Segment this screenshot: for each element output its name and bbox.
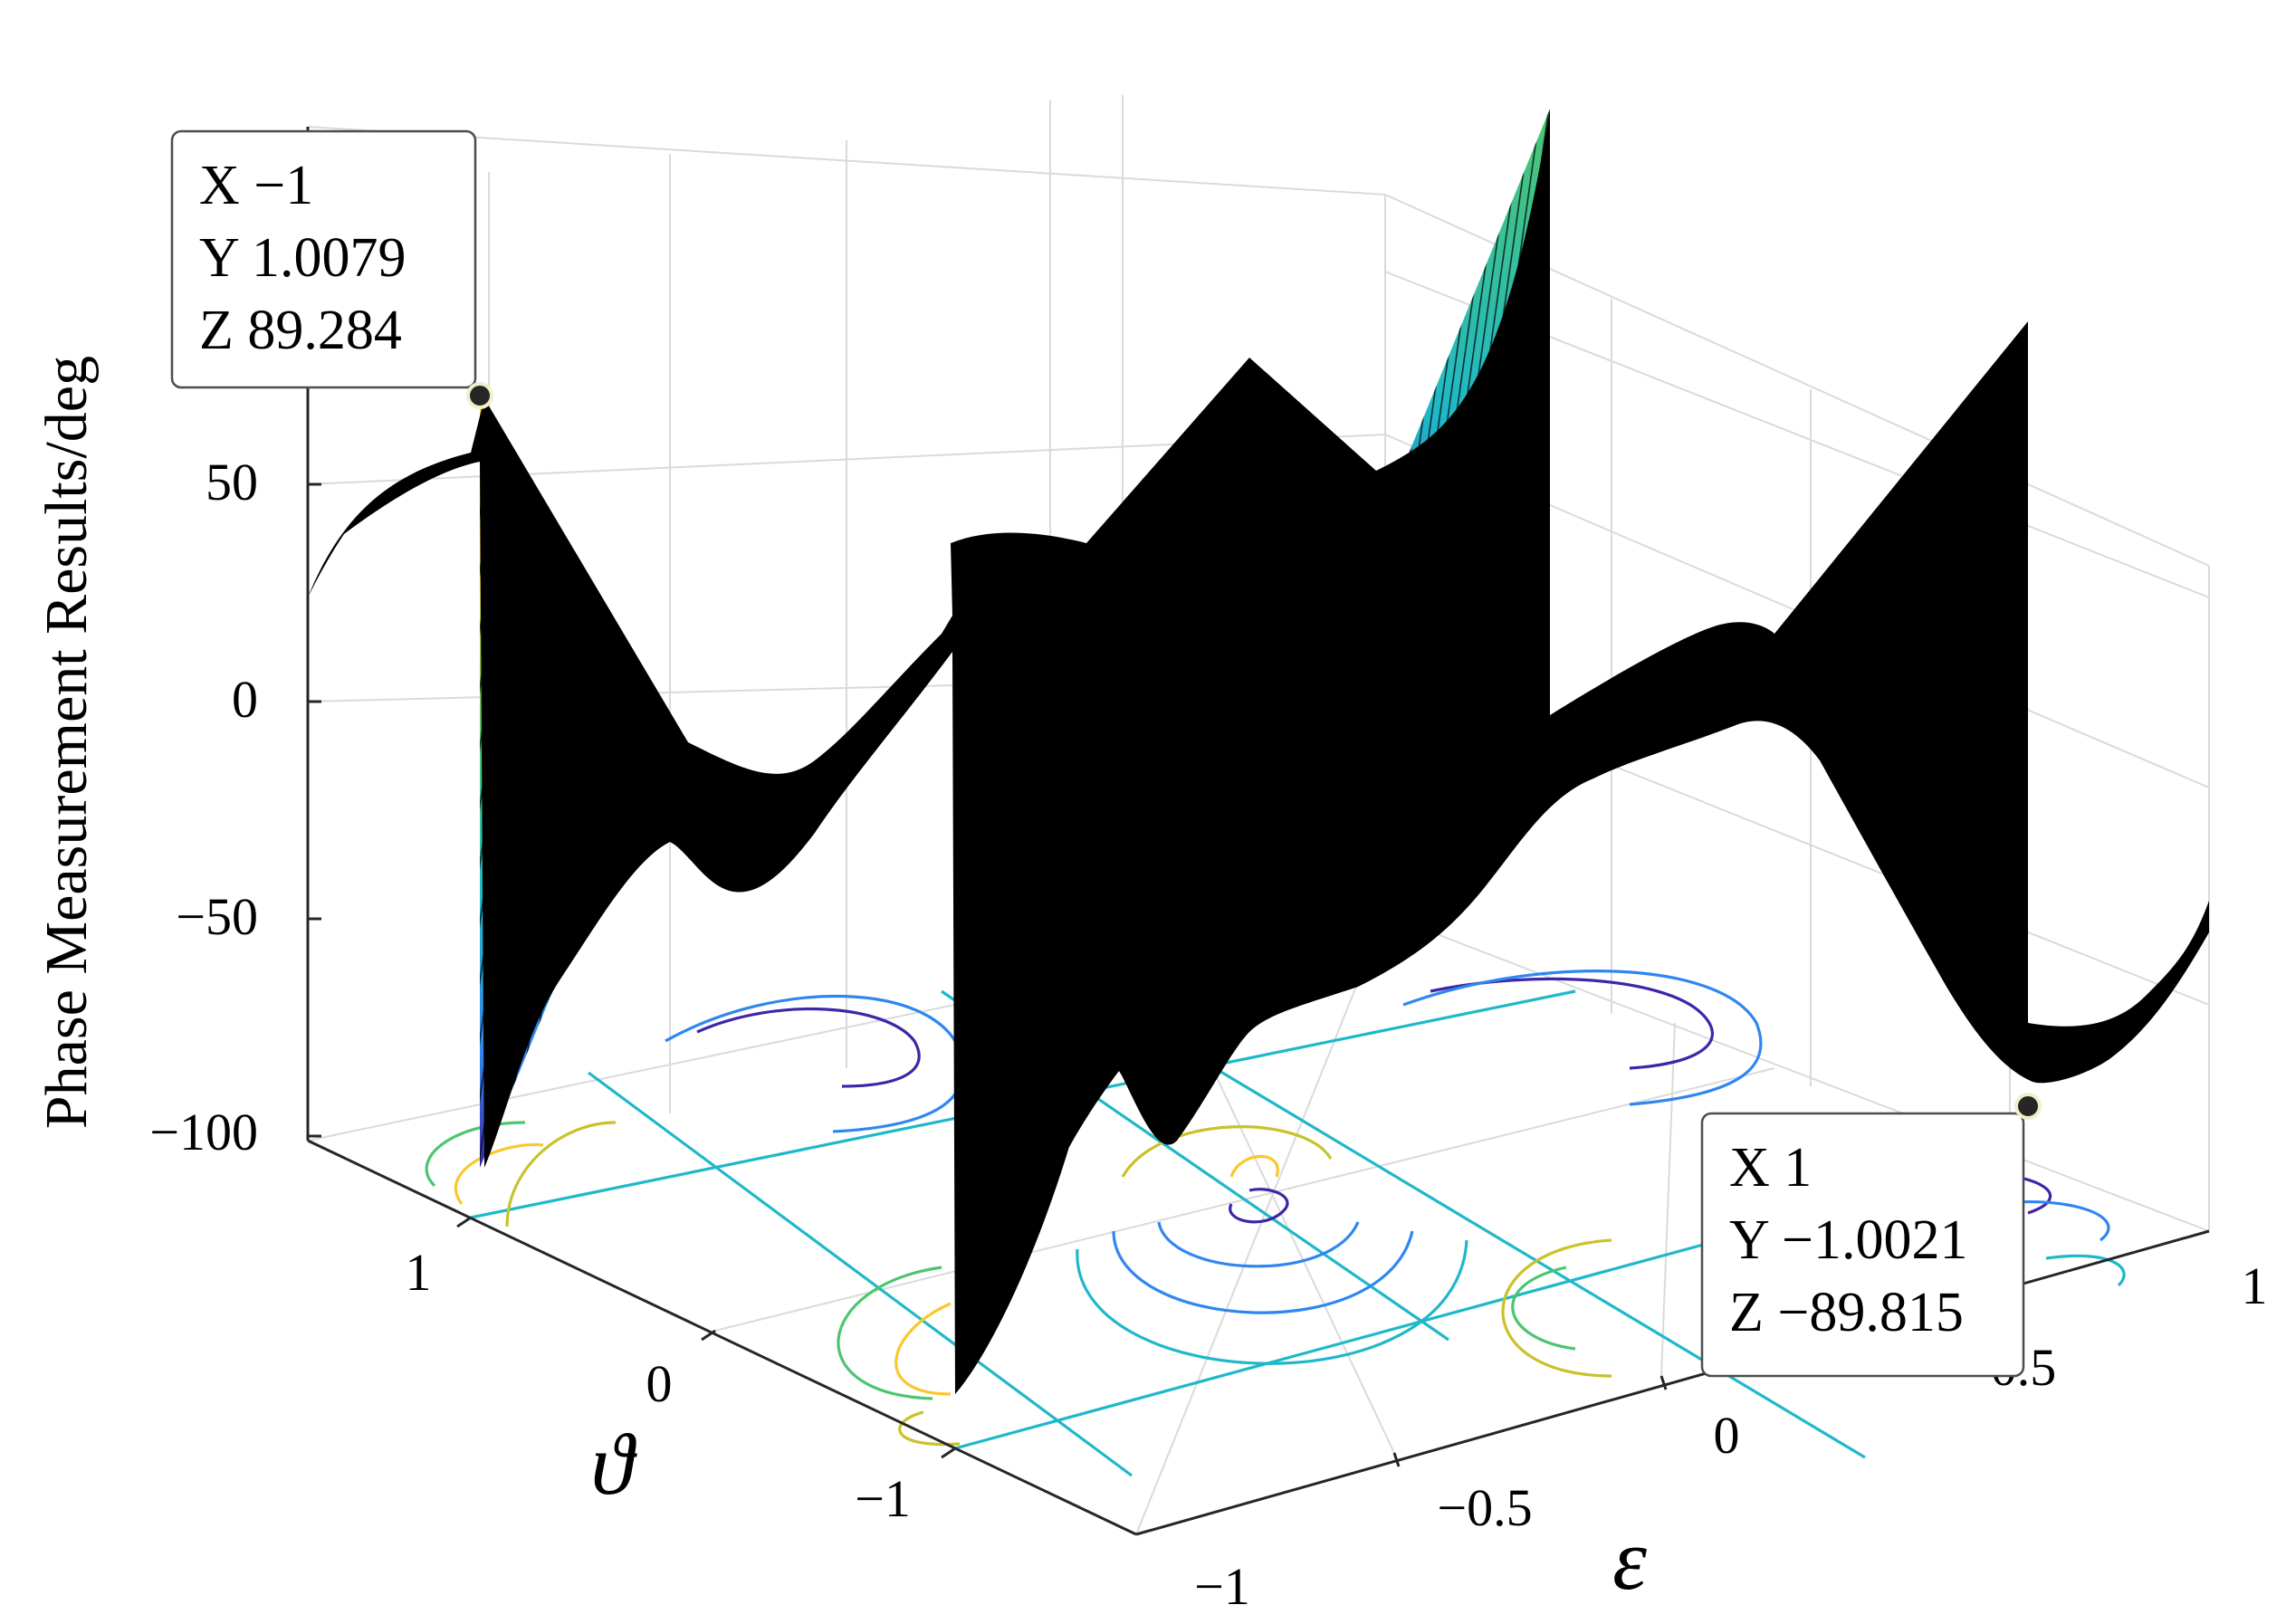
datatip-marker <box>466 382 493 409</box>
z-tick-50: 50 <box>206 453 258 511</box>
datatip-z: Z 89.284 <box>199 300 402 361</box>
y-tick-0: 0 <box>646 1354 673 1413</box>
datatip-top-left[interactable]: X −1 Y 1.0079 Z 89.284 <box>170 129 493 409</box>
x-axis-label: ε <box>1612 1511 1647 1608</box>
datatip-x: X 1 <box>1729 1137 1812 1199</box>
z-tick-minus-50: −50 <box>176 887 258 946</box>
datatip-box <box>1700 1112 2025 1378</box>
z-axis-label: Phase Measurement Results/deg <box>33 356 100 1129</box>
z-tick-minus-100: −100 <box>149 1103 258 1161</box>
x-tick-0: 0 <box>1714 1406 1740 1465</box>
z-tick-0: 0 <box>232 670 258 729</box>
datatip-z: Z −89.815 <box>1729 1282 1964 1343</box>
x-tick-minus-1: −1 <box>1194 1557 1250 1616</box>
datatip-x: X −1 <box>199 155 313 216</box>
x-axis: −1 −0.5 0 0.5 1 ε <box>1135 1229 2268 1616</box>
datatip-marker <box>2014 1093 2042 1120</box>
x-tick-1: 1 <box>2242 1256 2268 1315</box>
datatip-y: Y −1.0021 <box>1729 1209 1967 1271</box>
datatip-y: Y 1.0079 <box>199 227 406 289</box>
y-axis: 1 0 −1 ϑ <box>307 1139 1137 1536</box>
y-axis-label: ϑ <box>590 1416 637 1513</box>
y-tick-minus-1: −1 <box>855 1469 911 1528</box>
datatip-box <box>170 129 477 389</box>
x-tick-minus-0.5: −0.5 <box>1437 1478 1532 1537</box>
y-tick-1: 1 <box>406 1243 432 1302</box>
datatip-bottom-right[interactable]: X 1 Y −1.0021 Z −89.815 <box>1700 1093 2042 1378</box>
surface-body <box>308 109 2209 1394</box>
